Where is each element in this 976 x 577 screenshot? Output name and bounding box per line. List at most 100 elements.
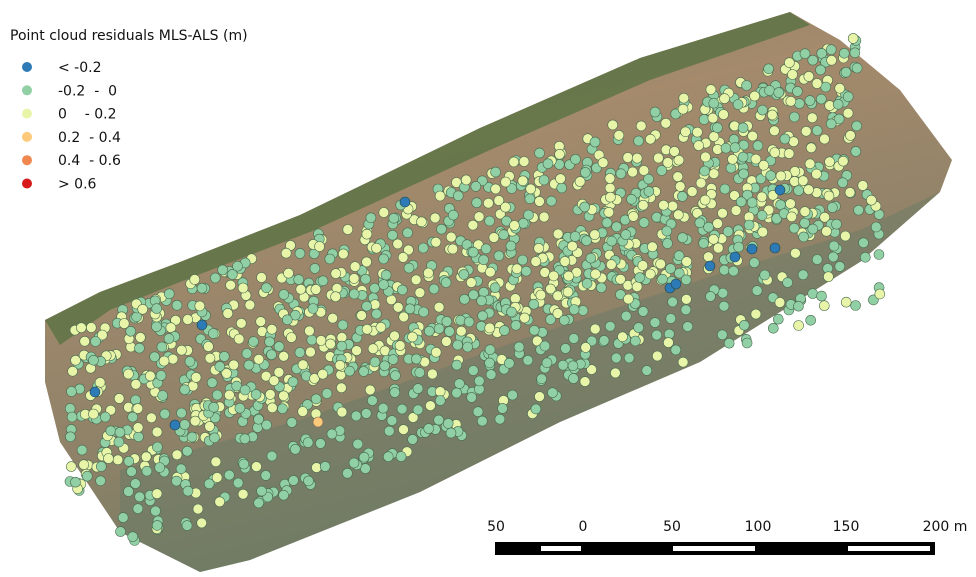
residual-point: [805, 96, 815, 106]
residual-point: [134, 343, 144, 353]
residual-point: [812, 79, 822, 89]
residual-point: [417, 217, 427, 227]
residual-point: [176, 464, 186, 474]
residual-point: [210, 433, 220, 443]
residual-point: [104, 454, 114, 464]
residual-point: [606, 260, 616, 270]
residual-point: [819, 301, 829, 311]
residual-point: [644, 186, 654, 196]
residual-point: [209, 402, 219, 412]
residual-point: [113, 455, 123, 465]
residual-point: [866, 195, 876, 205]
residual-point: [303, 438, 313, 448]
residual-point: [808, 289, 818, 299]
residual-point: [152, 442, 162, 452]
residual-point: [569, 374, 579, 384]
residual-point: [395, 341, 405, 351]
residual-point: [614, 130, 624, 140]
residual-point: [468, 366, 478, 376]
residual-point: [742, 81, 752, 91]
residual-point: [223, 308, 233, 318]
residual-point: [652, 330, 662, 340]
residual-point: [875, 289, 885, 299]
residual-point: [233, 478, 243, 488]
residual-point: [419, 307, 429, 317]
residual-point: [156, 371, 166, 381]
residual-point: [507, 307, 517, 317]
residual-point: [376, 322, 386, 332]
residual-point: [424, 424, 434, 434]
residual-point: [687, 187, 697, 197]
residual-point: [632, 153, 642, 163]
residual-point: [445, 326, 455, 336]
residual-point: [638, 261, 648, 271]
residual-point: [312, 463, 322, 473]
residual-point: [706, 85, 716, 95]
residual-point: [706, 291, 716, 301]
residual-point: [816, 65, 826, 75]
residual-point: [792, 86, 802, 96]
residual-point: [331, 269, 341, 279]
residual-point: [335, 360, 345, 370]
residual-point: [446, 428, 456, 438]
residual-point: [512, 264, 522, 274]
residual-point: [130, 479, 140, 489]
residual-point: [384, 426, 394, 436]
residual-point: [628, 211, 638, 221]
residual-point: [630, 336, 640, 346]
residual-point: [511, 320, 521, 330]
residual-point: [336, 383, 346, 393]
residual-point: [66, 462, 76, 472]
residual-point: [748, 131, 758, 141]
residual-point: [729, 266, 739, 276]
residual-point: [485, 358, 495, 368]
residual-point: [349, 458, 359, 468]
residual-point: [616, 169, 626, 179]
residual-point: [658, 274, 668, 284]
residual-point: [359, 366, 369, 376]
residual-point: [349, 273, 359, 283]
residual-point: [535, 148, 545, 158]
residual-point: [638, 306, 648, 316]
residual-point: [315, 242, 325, 252]
residual-point: [747, 198, 757, 208]
residual-point: [238, 283, 248, 293]
residual-point: [389, 213, 399, 223]
residual-point: [304, 476, 314, 486]
residual-point: [800, 207, 810, 217]
residual-point: [774, 88, 784, 98]
scale-bar-segment: [673, 546, 755, 551]
residual-point: [448, 210, 458, 220]
scale-bar-label: 200 m: [923, 519, 968, 535]
residual-point: [568, 361, 578, 371]
residual-point: [610, 368, 620, 378]
residual-point: [239, 459, 249, 469]
residual-point: [526, 184, 536, 194]
residual-point: [612, 222, 622, 232]
residual-point: [274, 342, 284, 352]
residual-point: [757, 211, 767, 221]
residual-point: [459, 269, 469, 279]
residual-point: [215, 497, 225, 507]
residual-point: [521, 266, 531, 276]
residual-point: [150, 352, 160, 362]
residual-point: [446, 232, 456, 242]
residual-point: [605, 173, 615, 183]
residual-point: [598, 158, 608, 168]
residual-point: [602, 218, 612, 228]
scale-bar-segment: [541, 546, 581, 551]
residual-point: [618, 332, 628, 342]
residual-point: [434, 302, 444, 312]
residual-point: [441, 336, 451, 346]
residual-point: [730, 252, 740, 262]
residual-point: [472, 198, 482, 208]
residual-point: [362, 301, 372, 311]
residual-point: [197, 283, 207, 293]
residual-point: [700, 166, 710, 176]
residual-point: [578, 306, 588, 316]
residual-point: [838, 178, 848, 188]
residual-point: [244, 360, 254, 370]
residual-point: [388, 355, 398, 365]
residual-point: [404, 263, 414, 273]
residual-point: [696, 178, 706, 188]
